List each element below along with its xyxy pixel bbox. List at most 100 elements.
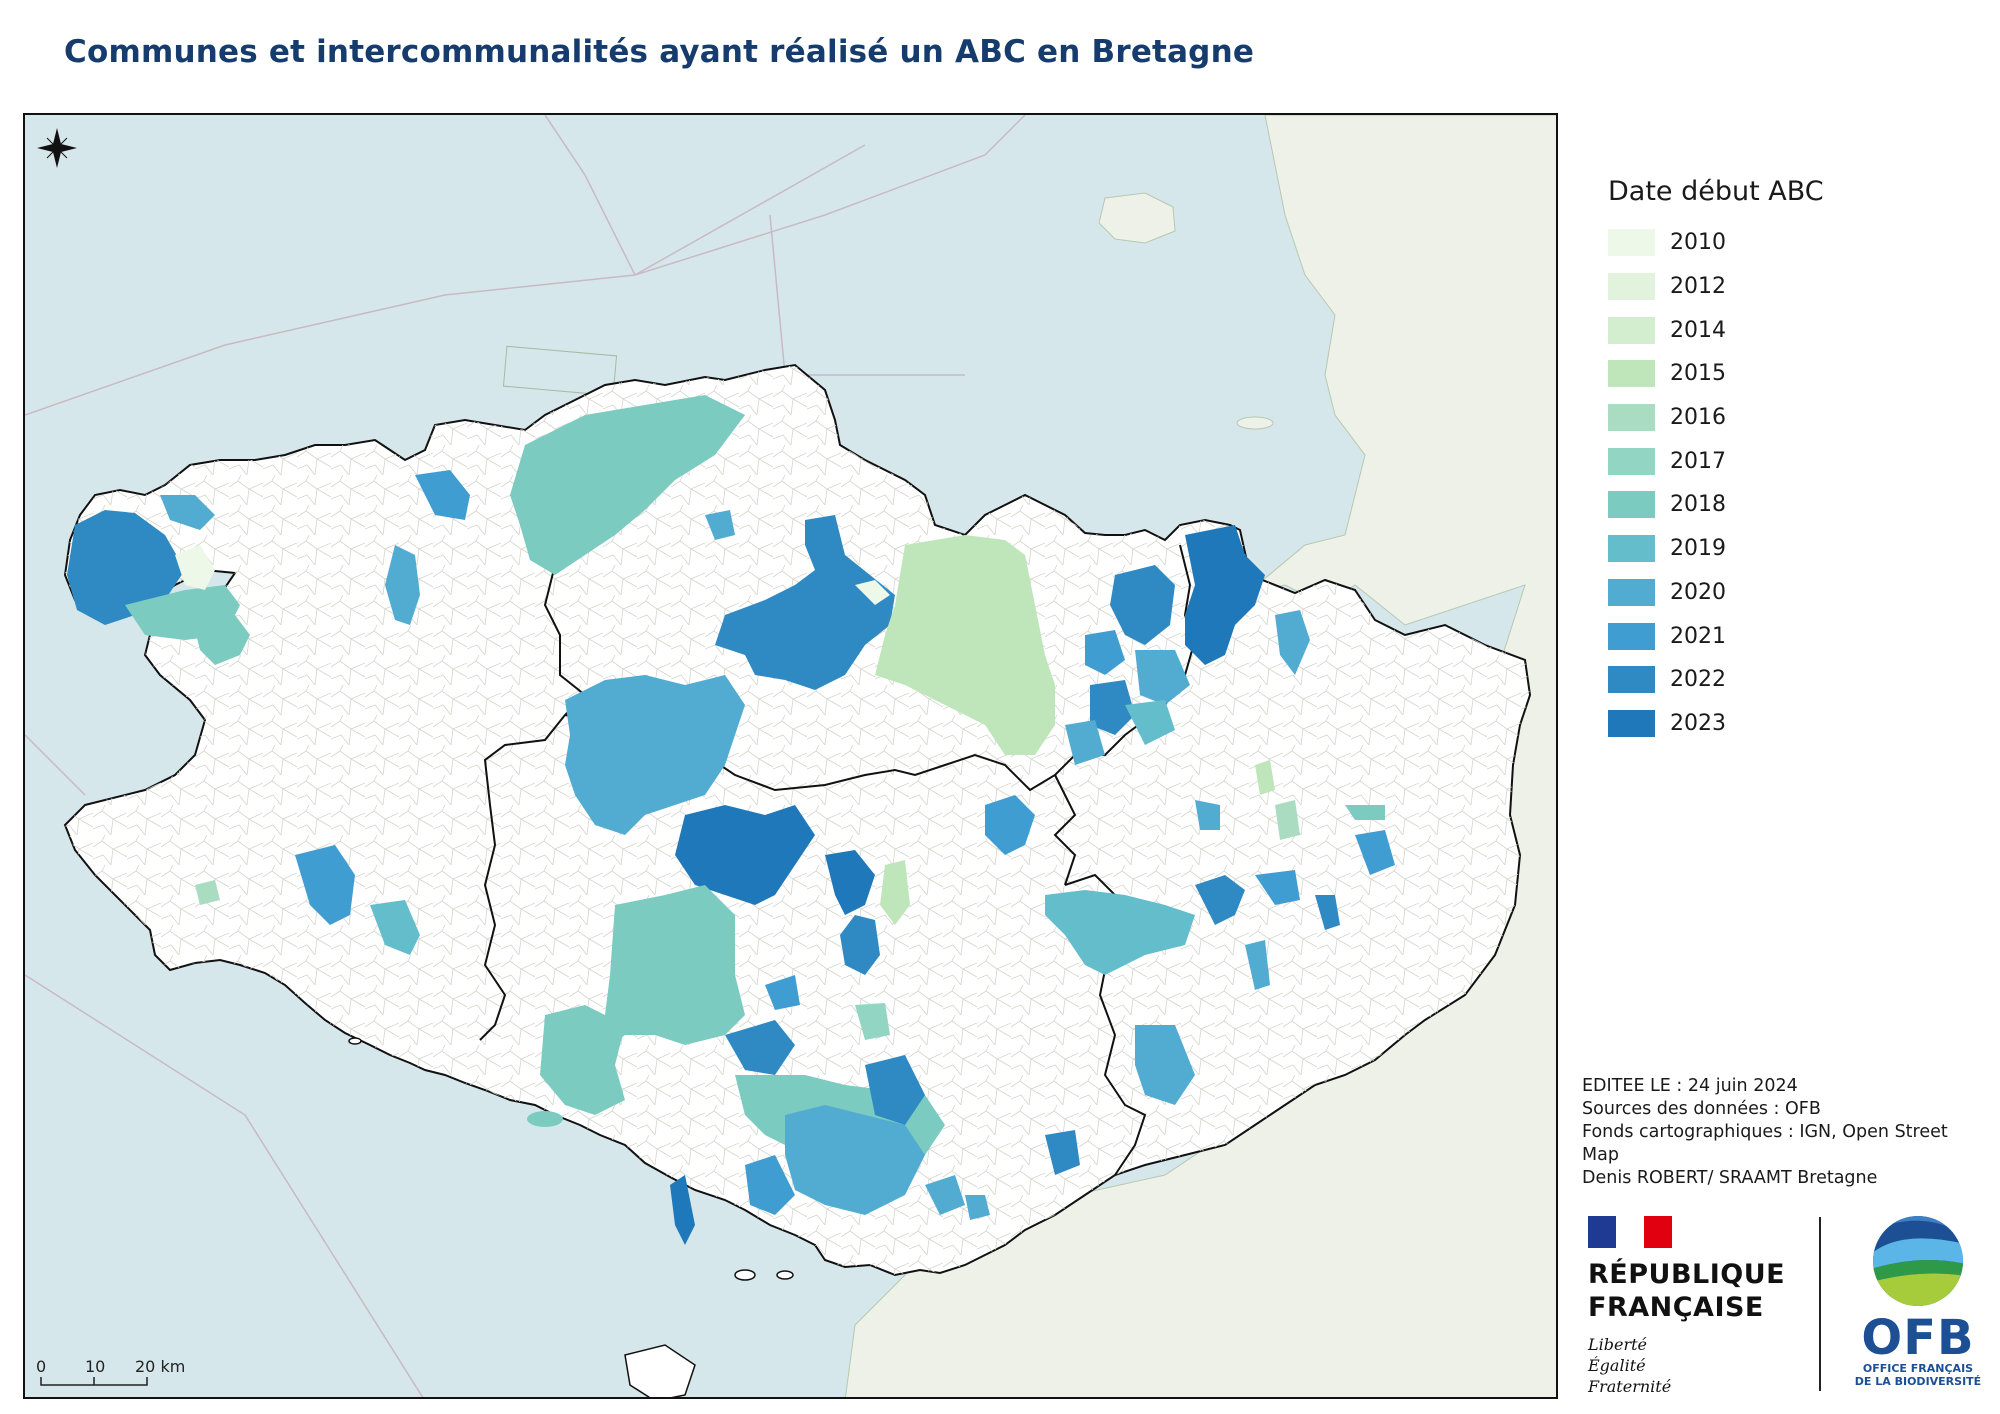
abc-area-2015[interactable] <box>875 535 1055 755</box>
abc-area-2018[interactable] <box>195 615 250 665</box>
abc-area-2010[interactable] <box>855 580 890 605</box>
scale-label-0: 0 <box>36 1357 46 1376</box>
ofb-line1: OFFICE FRANÇAIS <box>1862 1362 1974 1375</box>
abc-area-2018[interactable] <box>1345 805 1385 820</box>
abc-area-2023[interactable] <box>675 805 815 905</box>
abc-area-2020[interactable] <box>1245 940 1270 990</box>
abc-area-2023[interactable] <box>1185 525 1265 665</box>
legend-swatch <box>1608 273 1655 301</box>
logo-divider <box>1819 1217 1821 1391</box>
abc-area-2022[interactable] <box>1315 895 1340 930</box>
abc-area-2020[interactable] <box>785 1105 925 1215</box>
ofb-line2: DE LA BIODIVERSITÉ <box>1854 1375 1982 1388</box>
legend-item-2017: 2017 <box>1608 439 1968 483</box>
legend-swatch <box>1608 229 1655 257</box>
brittany-map[interactable]: 0 10 20 km <box>25 115 1558 1399</box>
page-title: Communes et intercommunalités ayant réal… <box>64 34 1255 70</box>
abc-area-2021[interactable] <box>985 795 1035 855</box>
abc-area-2022[interactable] <box>840 915 880 975</box>
abc-area-2017[interactable] <box>855 1003 890 1040</box>
ofb-abbrev: OFB <box>1861 1310 1975 1366</box>
scale-label-10: 10 <box>85 1357 105 1376</box>
abc-area-2018[interactable] <box>510 395 745 575</box>
legend-item-2014: 2014 <box>1608 308 1968 352</box>
abc-area-2020[interactable] <box>160 495 215 530</box>
legend-swatch <box>1608 578 1655 606</box>
abc-area-2020[interactable] <box>965 1195 990 1220</box>
credits-basemaps-1: Fonds cartographiques : IGN, Open Street <box>1582 1122 1948 1142</box>
abc-area-2022[interactable] <box>1045 1130 1080 1175</box>
abc-area-2020[interactable] <box>925 1175 965 1215</box>
legend-item-2021: 2021 <box>1608 614 1968 658</box>
abc-areas[interactable] <box>67 395 1395 1245</box>
legend-label: 2022 <box>1670 667 1726 693</box>
abc-area-2023[interactable] <box>670 1175 695 1245</box>
abc-area-2021[interactable] <box>1255 870 1300 905</box>
legend-item-2020: 2020 <box>1608 571 1968 615</box>
abc-area-2019[interactable] <box>370 900 420 955</box>
legend-item-2023: 2023 <box>1608 702 1968 746</box>
abc-area-2021[interactable] <box>1085 630 1125 675</box>
legend-label: 2023 <box>1670 710 1726 736</box>
abc-area-2022[interactable] <box>1110 565 1175 645</box>
republique-line2: FRANÇAISE <box>1588 1292 1764 1323</box>
chausey-islets <box>1236 416 1274 430</box>
abc-area-2010[interactable] <box>175 545 215 590</box>
credits-author: Denis ROBERT/ SRAAMT Bretagne <box>1582 1168 1878 1188</box>
abc-area-2015[interactable] <box>1255 760 1275 795</box>
legend-label: 2018 <box>1670 492 1726 518</box>
abc-area-2021[interactable] <box>765 975 800 1010</box>
abc-area-2022[interactable] <box>865 1055 925 1125</box>
abc-area-2021[interactable] <box>745 1155 795 1215</box>
abc-area-2023[interactable] <box>825 850 875 915</box>
abc-area-2021[interactable] <box>295 845 355 925</box>
legend-label: 2010 <box>1670 230 1726 256</box>
abc-area-2021[interactable] <box>415 470 470 520</box>
abc-area-2020[interactable] <box>385 545 420 625</box>
legend-label: 2019 <box>1670 536 1726 562</box>
abc-area-2022[interactable] <box>67 510 185 625</box>
map-frame[interactable]: 0 10 20 km <box>23 113 1558 1399</box>
north-arrow-icon <box>37 128 77 168</box>
legend-label: 2015 <box>1670 361 1726 387</box>
abc-area-2020[interactable] <box>1135 1025 1195 1105</box>
legend-swatch <box>1608 491 1655 519</box>
legend-item-2018: 2018 <box>1608 483 1968 527</box>
french-flag-icon <box>1588 1216 1672 1248</box>
abc-area-2016[interactable] <box>1275 800 1300 840</box>
legend-title: Date début ABC <box>1608 176 1824 207</box>
motto-egalite: Égalité <box>1588 1356 1646 1375</box>
legend-label: 2014 <box>1670 317 1726 343</box>
legend-item-2019: 2019 <box>1608 527 1968 571</box>
abc-area-2016[interactable] <box>195 880 220 905</box>
abc-area-2019[interactable] <box>1045 890 1195 975</box>
abc-area-2015[interactable] <box>880 860 910 925</box>
abc-area-2022[interactable] <box>715 515 895 690</box>
legend-swatch <box>1608 622 1655 650</box>
islands <box>348 1037 794 1397</box>
abc-area-2022[interactable] <box>725 1020 795 1075</box>
legend-label: 2017 <box>1670 448 1726 474</box>
abc-area-2022[interactable] <box>1195 875 1245 925</box>
legend-swatch <box>1608 404 1655 432</box>
legend-label: 2016 <box>1670 405 1726 431</box>
abc-area-2020[interactable] <box>1065 720 1105 765</box>
abc-area-2019[interactable] <box>1125 700 1175 745</box>
abc-area-2020[interactable] <box>1275 610 1310 675</box>
abc-area-2020[interactable] <box>1135 650 1190 705</box>
abc-area-2022[interactable] <box>1090 680 1135 735</box>
abc-area-2021[interactable] <box>1355 830 1395 875</box>
republique-francaise-logo: RÉPUBLIQUE FRANÇAISE Liberté Égalité Fra… <box>1588 1216 1828 1397</box>
legend-items: 2010 2012 2014 2015 2016 2017 2018 2019 2020 2021… <box>1608 221 1968 745</box>
abc-area-2020[interactable] <box>1195 800 1220 830</box>
jersey-island <box>1098 192 1176 244</box>
ofb-logo: OFB OFFICE FRANÇAIS DE LA BIODIVERSITÉ <box>1846 1214 1990 1388</box>
abc-area-2018[interactable] <box>585 1015 625 1050</box>
abc-area-2020[interactable] <box>705 510 735 540</box>
legend-label: 2012 <box>1670 274 1726 300</box>
abc-area-2018[interactable] <box>605 885 745 1045</box>
credits: EDITEE LE : 24 juin 2024 Sources des don… <box>1582 1075 1982 1190</box>
abc-area-2020[interactable] <box>565 675 745 835</box>
credits-basemaps-2: Map <box>1582 1145 1619 1165</box>
legend-item-2016: 2016 <box>1608 396 1968 440</box>
